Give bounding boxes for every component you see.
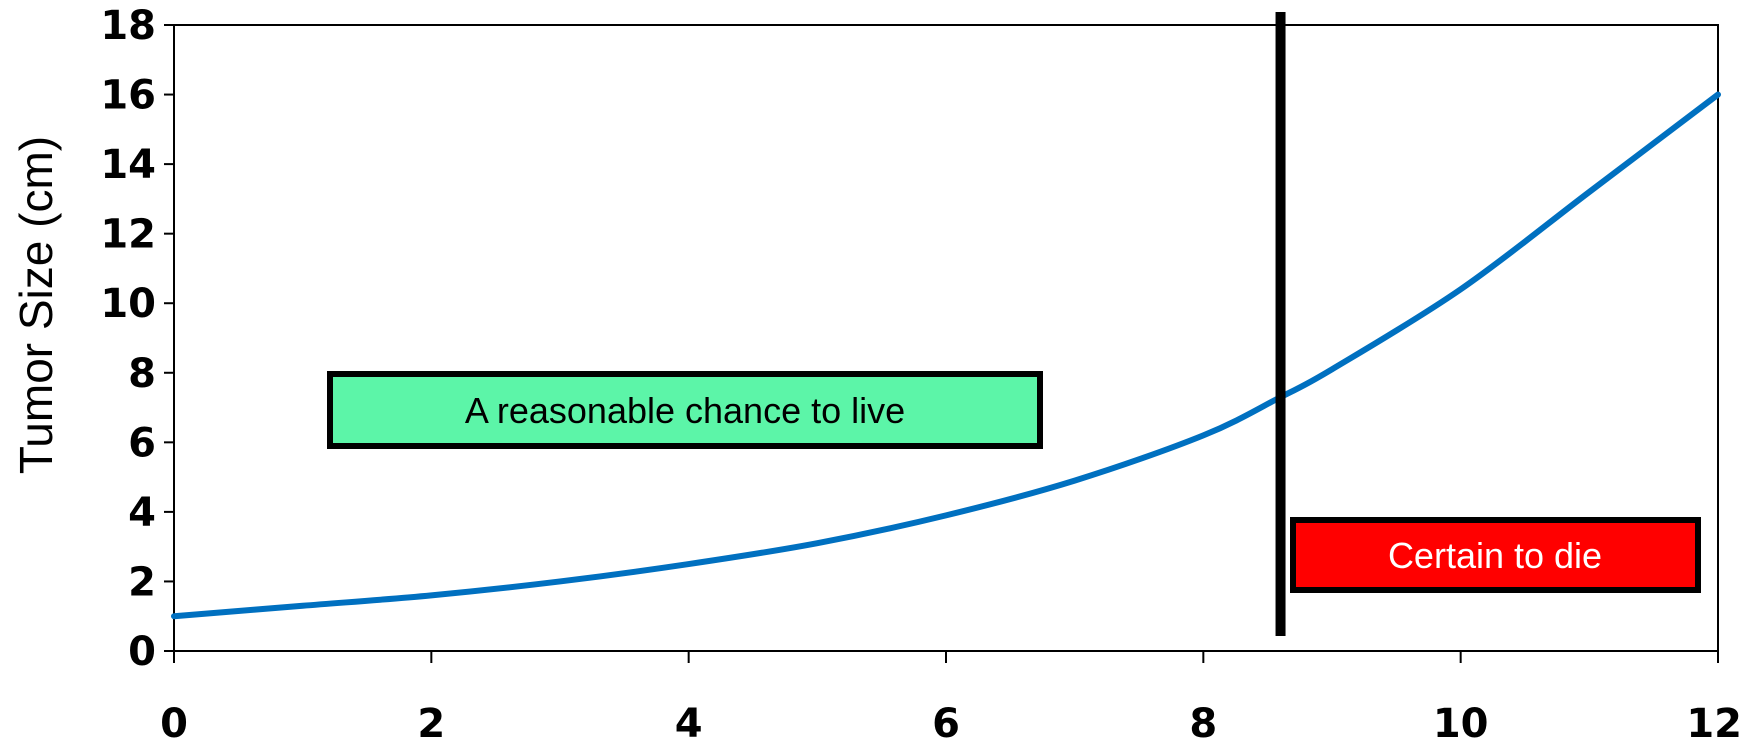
y-axis-ticks: 0 2 4 6 8 10 12 14 16 18 [100, 3, 174, 675]
x-tick-label: 10 [1433, 701, 1489, 742]
y-tick-label: 8 [128, 351, 156, 397]
y-tick-label: 0 [128, 629, 156, 675]
y-tick-label: 10 [100, 281, 156, 327]
annotation-die: Certain to die [1290, 517, 1701, 593]
tumor-size-line [171, 91, 1721, 620]
y-tick-label: 16 [100, 73, 156, 119]
x-tick-label: 8 [1189, 701, 1217, 742]
x-tick-label: 0 [160, 701, 188, 742]
y-tick-label: 18 [100, 3, 156, 49]
annotation-live-text: A reasonable chance to live [465, 390, 905, 431]
x-tick-label: 12 [1686, 701, 1742, 742]
x-axis-ticks: 0 2 4 6 8 10 12 [160, 651, 1742, 742]
annotation-die-text: Certain to die [1388, 535, 1602, 576]
x-tick-label: 6 [932, 701, 960, 742]
y-tick-label: 12 [100, 212, 156, 258]
annotation-live-box [327, 371, 1043, 449]
x-tick-label: 2 [417, 701, 445, 742]
annotation-die-box [1290, 517, 1701, 593]
y-tick-label: 6 [128, 420, 156, 466]
y-tick-label: 14 [100, 142, 156, 188]
x-tick-label: 4 [675, 701, 703, 742]
y-tick-label: 4 [128, 490, 156, 536]
y-tick-label: 2 [128, 559, 156, 605]
annotation-live: A reasonable chance to live [327, 371, 1043, 449]
y-axis-title: Tumor Size (cm) [10, 136, 62, 474]
